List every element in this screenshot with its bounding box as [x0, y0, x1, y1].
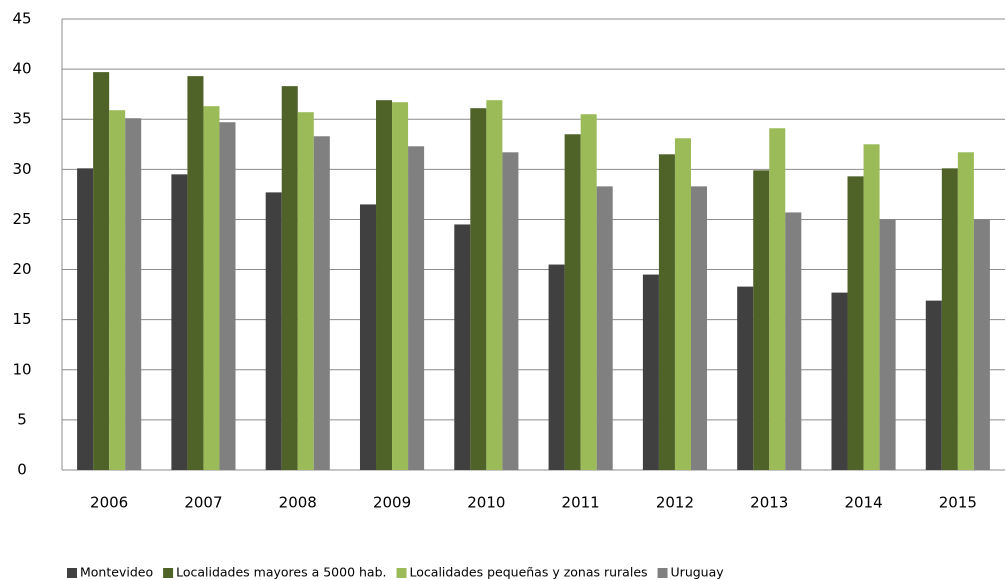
x-tick-label: 2015 [939, 494, 977, 512]
bar [125, 118, 142, 470]
y-tick-label: 15 [12, 310, 31, 328]
bar [470, 108, 487, 470]
bar [281, 86, 298, 470]
x-tick-label: 2011 [562, 494, 600, 512]
bar [941, 168, 958, 470]
bar [171, 174, 188, 470]
bar [753, 170, 770, 470]
y-tick-label: 10 [12, 360, 31, 378]
y-tick-label: 0 [17, 461, 27, 479]
bar [77, 168, 94, 470]
x-tick-label: 2013 [750, 494, 788, 512]
y-tick-label: 35 [12, 110, 31, 128]
y-tick-label: 25 [12, 210, 31, 228]
bar [454, 224, 471, 470]
bar [879, 219, 896, 470]
legend-label: Localidades mayores a 5000 hab. [176, 565, 386, 580]
bar [737, 286, 754, 470]
bar [486, 100, 503, 471]
legend-swatch [67, 568, 77, 578]
x-tick-label: 2008 [279, 494, 317, 512]
bar [93, 72, 110, 471]
bar [408, 146, 425, 470]
bar [863, 144, 880, 470]
y-tick-label: 45 [12, 10, 31, 28]
bar [674, 138, 691, 470]
x-tick-label: 2006 [90, 494, 128, 512]
bar [957, 152, 974, 470]
y-tick-label: 5 [17, 410, 27, 428]
bar [596, 186, 613, 471]
bar [376, 100, 393, 471]
bar [831, 292, 848, 470]
bar [219, 122, 236, 471]
bar [109, 110, 126, 471]
legend-swatch [163, 568, 174, 578]
bar [548, 264, 565, 470]
bar [690, 186, 708, 471]
y-tick-label: 40 [12, 60, 31, 78]
bar [187, 76, 204, 471]
legend-label: Montevideo [80, 565, 153, 580]
legend-label: Localidades pequeñas y zonas rurales [410, 565, 648, 580]
legend-label: Uruguay [671, 565, 725, 580]
x-tick-label: 2010 [467, 494, 505, 512]
bar [265, 192, 282, 470]
bar [785, 212, 802, 470]
bar [297, 112, 314, 470]
bar [502, 152, 519, 470]
bar [642, 274, 659, 470]
y-tick-label: 20 [12, 260, 31, 278]
x-tick-label: 2009 [373, 494, 411, 512]
x-tick-label: 2007 [184, 494, 222, 512]
x-tick-label: 2012 [656, 494, 694, 512]
bar [925, 300, 942, 470]
bar [359, 204, 377, 470]
bar [203, 106, 220, 471]
bar [580, 114, 597, 470]
bar [564, 134, 581, 470]
bar [658, 154, 675, 471]
bar [973, 219, 990, 470]
bar [313, 136, 330, 470]
bar [392, 102, 409, 470]
bar [847, 176, 864, 471]
legend-swatch [396, 568, 407, 578]
x-tick-label: 2014 [844, 494, 882, 512]
bar [769, 128, 786, 470]
legend-swatch [657, 568, 668, 578]
y-tick-label: 30 [12, 160, 31, 178]
